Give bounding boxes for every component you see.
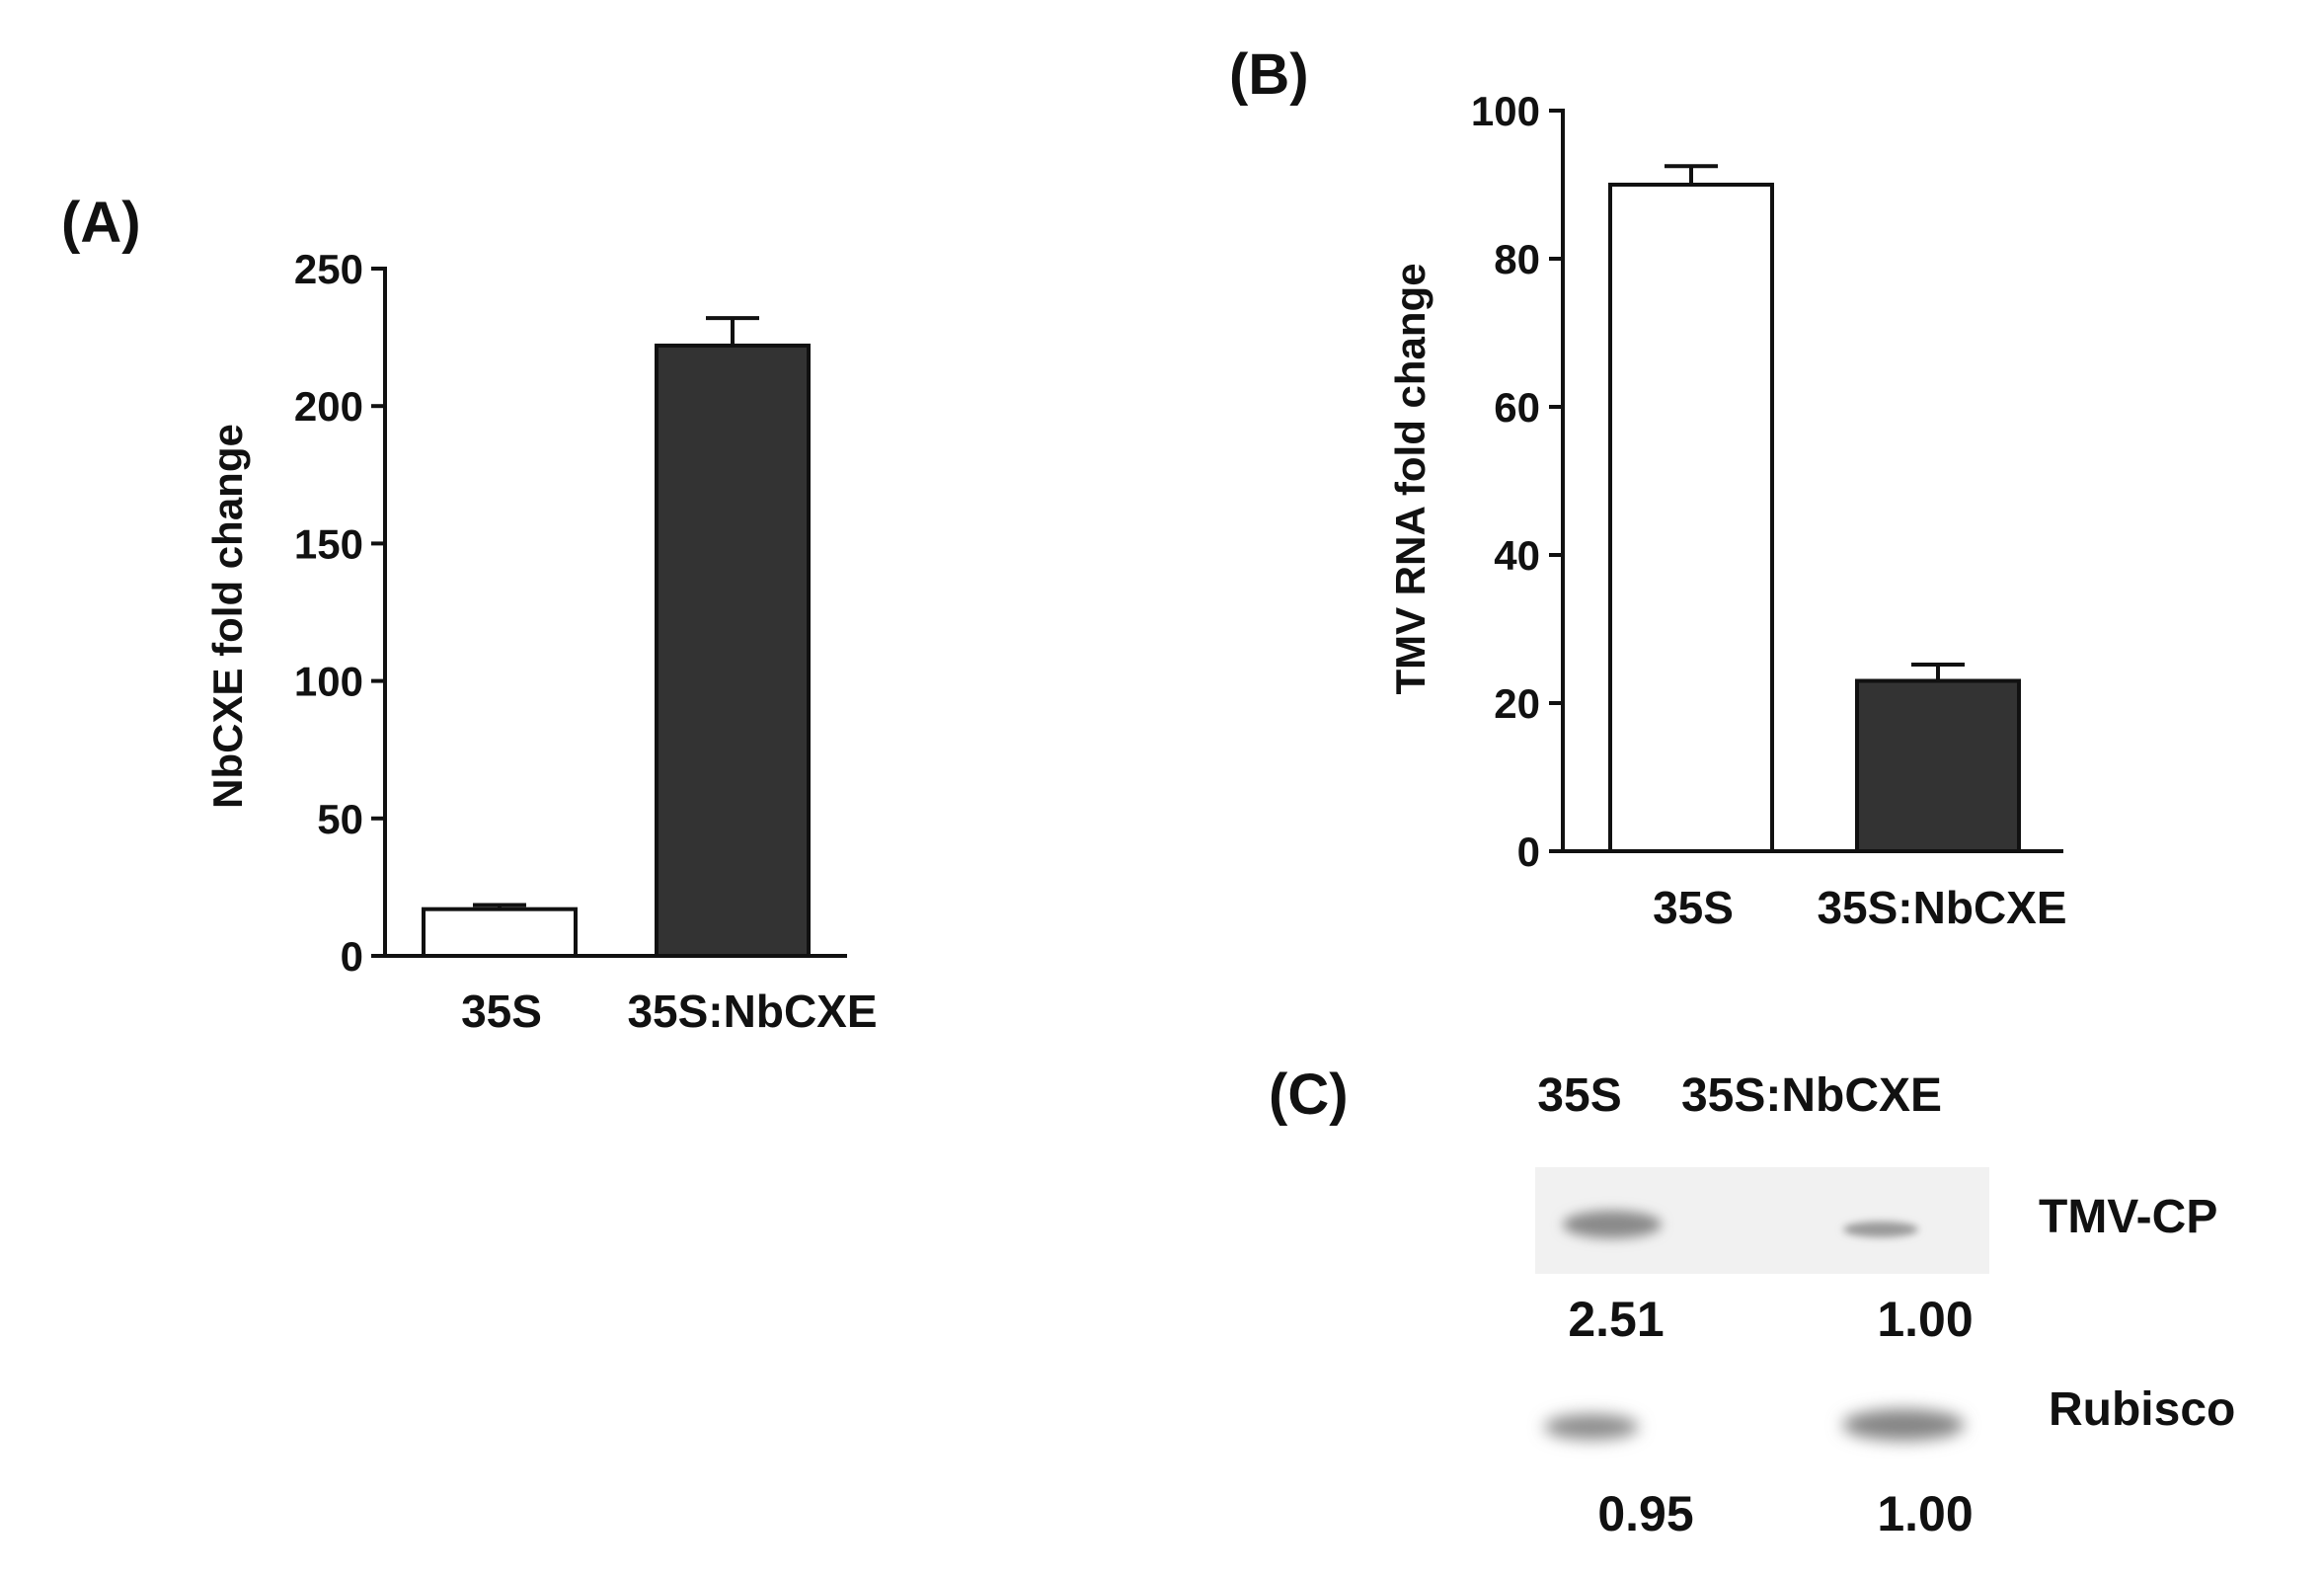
chart-b-ytick-label-60: 60 (1494, 384, 1540, 431)
chart-b-bar-1 (1608, 183, 1774, 853)
chart-b-ytick-label-100: 100 (1471, 88, 1540, 134)
chart-a: NbCXE fold change 0 50 100 150 200 250 35S 35… (204, 246, 878, 1037)
chart-a-ytick-label-50: 50 (317, 796, 363, 842)
blot-band-tmv-cp-35s-nbcxe (1843, 1222, 1918, 1237)
blot-band-tmv-cp-35s (1563, 1211, 1662, 1238)
chart-a-ylabel: NbCXE fold change (204, 424, 251, 809)
blot-value-rubisco-35s-nbcxe: 1.00 (1877, 1486, 1973, 1541)
blot-value-tmv-cp-35s: 2.51 (1568, 1292, 1664, 1347)
chart-b-ytick-label-40: 40 (1494, 532, 1540, 579)
chart-a-bar-2 (655, 343, 811, 958)
blot-band-rubisco-35s (1544, 1414, 1639, 1440)
chart-a-ytick-label-150: 150 (294, 520, 363, 567)
chart-a-category-label-1: 35S (461, 986, 542, 1037)
chart-a-bar-1 (422, 907, 578, 958)
chart-a-category-label-2: 35S:NbCXE (627, 986, 877, 1037)
blot-row-label-tmv-cp: TMV-CP (2039, 1191, 2217, 1243)
blot-band-rubisco-35s-nbcxe (1842, 1409, 1965, 1441)
chart-b-bar-2 (1855, 678, 2021, 853)
chart-b-ytick-label-80: 80 (1494, 236, 1540, 282)
blot-value-rubisco-35s: 0.95 (1597, 1486, 1693, 1541)
chart-b-ytick-label-0: 0 (1517, 828, 1540, 875)
chart-b-category-label-1: 35S (1653, 882, 1734, 933)
chart-b-ytick-label-20: 20 (1494, 680, 1540, 727)
chart-b-bars (1608, 164, 2021, 853)
chart-b: TMV RNA fold change 0 20 40 60 80 100 35S 35S… (1387, 88, 2067, 933)
blot-lane-label-2: 35S:NbCXE (1681, 1069, 1942, 1122)
chart-b-category-label-2: 35S:NbCXE (1817, 882, 2066, 933)
chart-a-ticks: 0 50 100 150 200 250 (294, 246, 385, 980)
western-blot: 35S 35S:NbCXE TMV-CP 2.51 1.00 Rubisco 0… (1535, 1069, 2235, 1541)
chart-a-ytick-label-100: 100 (294, 659, 363, 705)
chart-a-ytick-label-250: 250 (294, 246, 363, 292)
panel-label-c: (C) (1269, 1063, 1349, 1127)
chart-a-ytick-label-200: 200 (294, 383, 363, 430)
chart-a-ytick-label-0: 0 (341, 933, 363, 980)
panel-label-b: (B) (1229, 42, 1309, 107)
panel-label-a: (A) (61, 191, 141, 255)
chart-b-ticks: 0 20 40 60 80 100 (1471, 88, 1563, 875)
chart-a-bars (422, 316, 811, 958)
blot-row-label-rubisco: Rubisco (2049, 1383, 2235, 1436)
chart-b-ylabel: TMV RNA fold change (1387, 263, 1433, 694)
blot-lane-label-1: 35S (1537, 1069, 1621, 1122)
blot-value-tmv-cp-35s-nbcxe: 1.00 (1877, 1292, 1973, 1347)
